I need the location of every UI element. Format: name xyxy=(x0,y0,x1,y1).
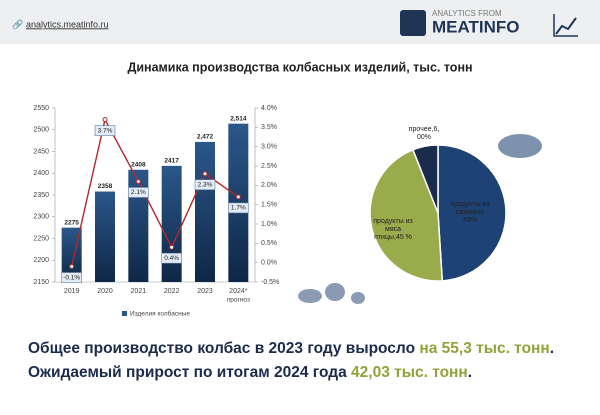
chicken-icon xyxy=(351,292,365,304)
line-marker xyxy=(69,264,75,270)
y2-tick-label: 3.5% xyxy=(261,124,277,131)
y2-tick-label: -0.5% xyxy=(261,279,279,286)
bar-value-label: 2358 xyxy=(98,183,113,190)
y-tick-label: 2400 xyxy=(33,170,49,177)
link-icon: 🔗 xyxy=(12,18,23,30)
pie-label: продукты из мяса птицы,45 % xyxy=(373,218,413,241)
bar-value-label: 2275 xyxy=(64,219,79,226)
summary-text: Общее производство колбас в 2023 году вы… xyxy=(28,340,420,357)
y2-tick-label: 3.0% xyxy=(261,144,277,151)
line-value-label: 0.4% xyxy=(164,255,179,262)
line-label-box xyxy=(194,179,216,191)
x-note: прогноз xyxy=(227,297,250,304)
x-tick-label: 2021 xyxy=(131,288,147,295)
url[interactable]: analytics.meatinfo.ru xyxy=(26,19,109,29)
y-tick-label: 2300 xyxy=(33,214,49,221)
logo-icon xyxy=(400,10,426,36)
x-tick-label: 2022 xyxy=(164,288,180,295)
y2-tick-label: 2.0% xyxy=(261,182,277,189)
line-marker xyxy=(202,171,208,177)
y2-tick-label: 1.0% xyxy=(261,221,277,228)
x-tick-label: 2020 xyxy=(97,288,113,295)
legend-label: Изделия колбасные xyxy=(130,310,190,318)
y2-tick-label: 2.5% xyxy=(261,163,277,170)
line-value-label: -0.1% xyxy=(63,274,80,281)
line-value-label: 3.7% xyxy=(98,127,113,134)
analytics-icon-axis xyxy=(553,14,578,37)
y-tick-label: 2250 xyxy=(33,235,49,242)
x-tick-label: 2024* xyxy=(229,288,248,295)
line-marker xyxy=(169,244,175,250)
chart-title: Динамика производства колбасных изделий,… xyxy=(127,60,472,74)
line-marker xyxy=(235,194,241,200)
legend-swatch xyxy=(122,311,127,316)
pie-slice xyxy=(437,144,507,282)
bar xyxy=(161,165,182,282)
summary-line: Общее производство колбас в 2023 году вы… xyxy=(28,340,554,358)
y2-tick-label: 0.0% xyxy=(261,260,277,267)
summary-highlight: 42,03 тыс. тонн xyxy=(351,364,468,381)
bar-value-label: 2417 xyxy=(164,158,179,165)
line-value-label: 2.1% xyxy=(131,189,146,196)
y2-tick-label: 4.0% xyxy=(261,105,277,112)
summary-end: . xyxy=(467,364,473,381)
summary-line: Ожидаемый прирост по итогам 2024 года 42… xyxy=(28,364,472,382)
pie-label: прочее,6, 00% xyxy=(408,126,440,141)
line-marker xyxy=(102,117,108,123)
summary-highlight: на 55,3 тыс. тонн xyxy=(419,340,550,357)
y-tick-label: 2450 xyxy=(33,148,49,155)
y2-tick-label: 0.5% xyxy=(261,240,277,247)
pig-icon xyxy=(498,134,542,158)
y-tick-label: 2500 xyxy=(33,127,49,134)
summary-text: Ожидаемый прирост по итогам 2024 года xyxy=(28,364,352,381)
y-tick-label: 2350 xyxy=(33,192,49,199)
line-marker xyxy=(135,178,141,184)
y2-tick-label: 1.5% xyxy=(261,202,277,209)
line-label-box xyxy=(228,202,249,214)
chicken-icon xyxy=(298,289,322,303)
line xyxy=(70,117,239,267)
bar xyxy=(128,169,149,282)
pie-label: продукты из свинины 49% xyxy=(450,201,490,224)
bar-value-label: 2,514 xyxy=(230,115,247,122)
line-value-label: 2.3% xyxy=(198,181,213,188)
bar xyxy=(95,191,115,282)
line-label-box xyxy=(161,252,182,264)
bar-value-label: 2,472 xyxy=(197,134,214,141)
line-label-box xyxy=(61,272,82,283)
line-value-label: 1.7% xyxy=(231,205,246,212)
pie-slice xyxy=(411,144,439,214)
x-tick-label: 2019 xyxy=(64,288,80,295)
x-tick-label: 2023 xyxy=(197,288,213,295)
chicken-icon xyxy=(325,283,345,301)
brand-small: ANALYTICS FROM xyxy=(432,9,502,18)
y-tick-label: 2150 xyxy=(33,279,49,286)
analytics-icon xyxy=(555,17,577,35)
y-tick-label: 2200 xyxy=(33,257,49,264)
y-tick-label: 2550 xyxy=(33,105,49,112)
line-label-box xyxy=(94,125,116,136)
bar xyxy=(195,141,215,282)
brand: MEATINFO xyxy=(432,17,520,36)
summary-end: . xyxy=(549,340,555,357)
bar-value-label: 2408 xyxy=(131,161,146,168)
pie-slice xyxy=(369,148,444,282)
header-bar xyxy=(0,0,600,44)
bar xyxy=(61,227,82,282)
line-label-box xyxy=(128,187,149,198)
